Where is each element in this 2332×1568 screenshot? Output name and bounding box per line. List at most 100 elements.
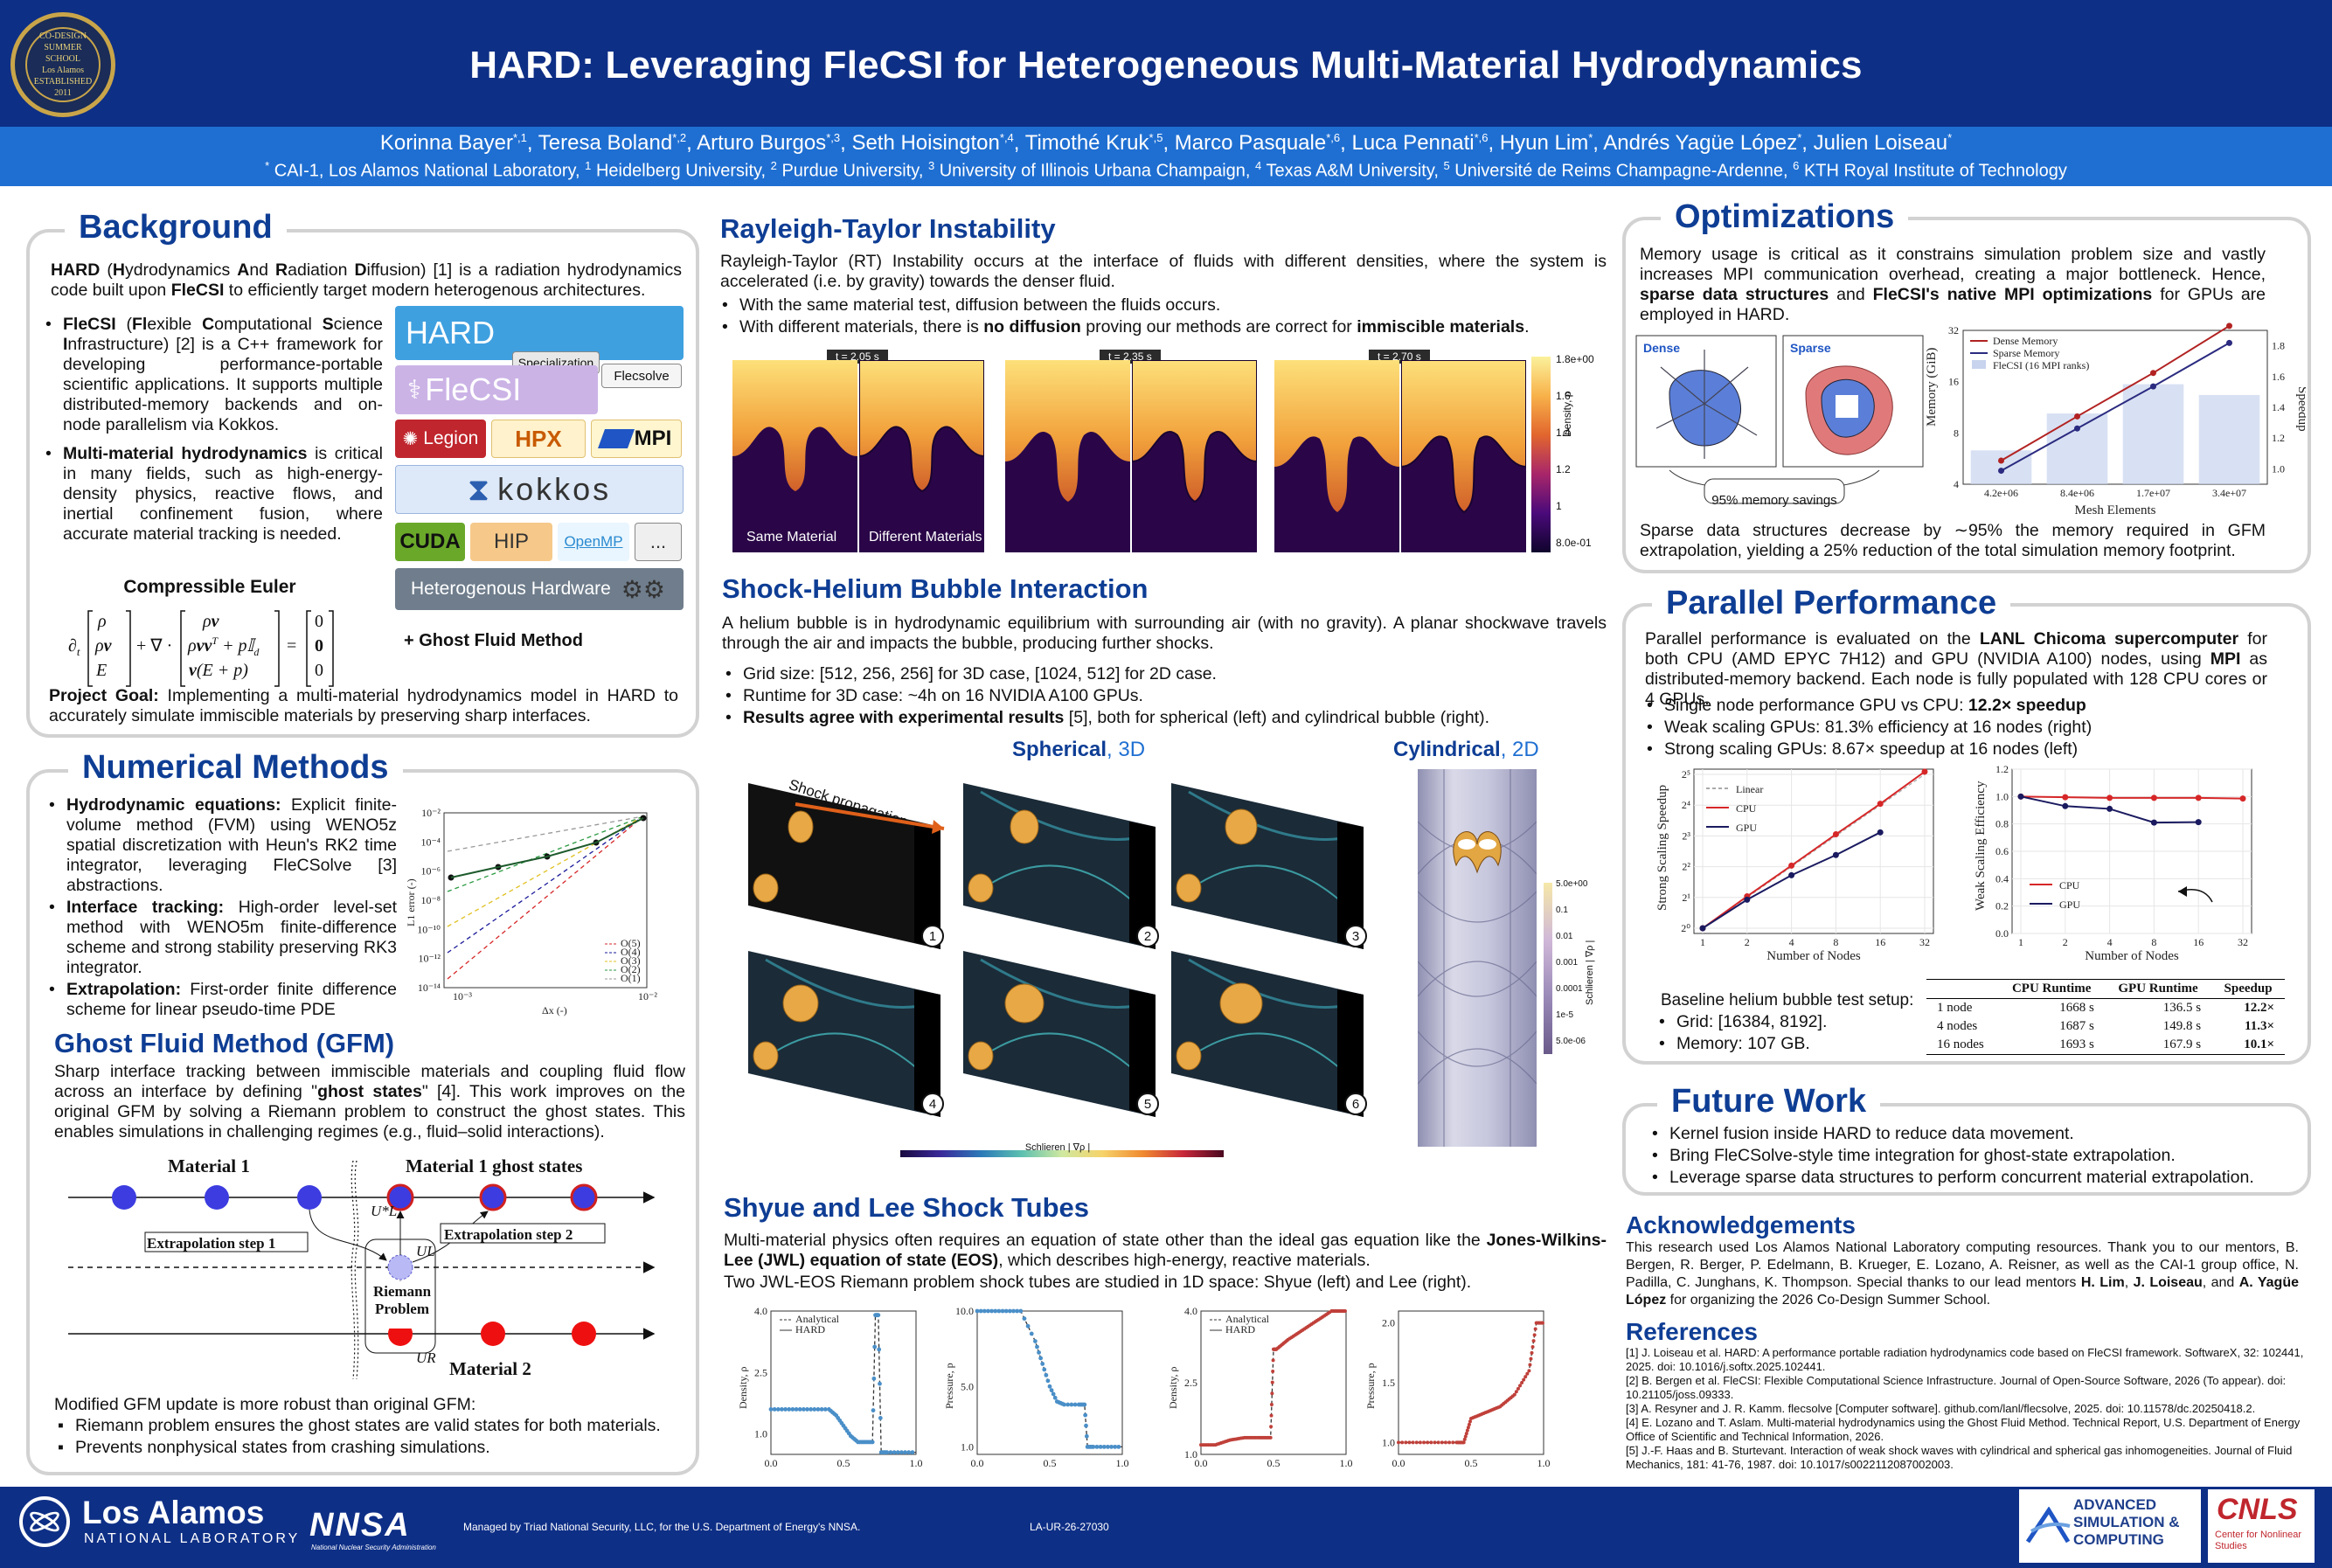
schlieren-tick: 5.0e-06 (1556, 1037, 1586, 1046)
tube-hard-point (1018, 1308, 1024, 1314)
author: Teresa Boland*,2 (538, 131, 687, 155)
table-row: 4 nodes 1687 s 149.8 s 11.3× (1926, 1017, 2285, 1036)
tube-hard-point (775, 1407, 781, 1412)
sparse-label: Sparse (1790, 341, 1831, 355)
tube-hard-point (885, 1450, 890, 1455)
tube-hard-point (1269, 1402, 1274, 1406)
tube-hard-point (878, 1416, 883, 1420)
shock-propagation-arrow (795, 802, 945, 834)
tube-hard-point (1116, 1444, 1121, 1449)
shock-panel (739, 942, 949, 1117)
shock-panel (1163, 942, 1372, 1117)
seal-line: Los Alamos (41, 66, 85, 75)
cylindrical-label: Cylindrical, 2D (1393, 738, 1539, 762)
shock-bullets: Grid size: [512, 256, 256] for 3D case, … (724, 664, 1607, 730)
tube-hard-point (1083, 1412, 1088, 1418)
tube-hard-point (993, 1308, 998, 1314)
future-bullets: Kernel fusion inside HARD to reduce data… (1650, 1124, 2297, 1190)
strong-legend-label: CPU (1736, 802, 1757, 815)
affiliation: Purdue University (781, 161, 919, 181)
tube-hard-point (1011, 1308, 1016, 1314)
tube-xtick: 0.5 (1465, 1457, 1478, 1469)
stack-hard-label: HARD (406, 315, 496, 350)
tube-hard-point (1411, 1440, 1415, 1445)
mem-xtick: 3.4e+07 (2212, 487, 2246, 499)
author: Hyun Lim* (1499, 131, 1593, 155)
tube-hard-point (1447, 1440, 1452, 1445)
affil-sup: 5 (1443, 159, 1450, 172)
conv-xlabel: Δx (-) (542, 1004, 567, 1016)
gfm-ul-star: U*L (371, 1203, 398, 1219)
tube-frame (1398, 1310, 1544, 1455)
tube-hard-point (1003, 1308, 1009, 1314)
schlieren-tick: 0.0001 (1556, 984, 1583, 994)
strong-xtick: 32 (1919, 936, 1930, 948)
conv-ytick: 10⁻⁶ (420, 865, 441, 878)
table-cell: 1687 s (2059, 1019, 2094, 1033)
rt-image-different (1401, 360, 1526, 552)
table-cell: 1668 s (2059, 1001, 2094, 1015)
tube-hard-point (790, 1407, 795, 1412)
cylindrical-word: Cylindrical (1393, 738, 1501, 761)
tube-hard-point (1045, 1378, 1051, 1384)
mem-ytick: 8 (1954, 427, 1959, 439)
affil-sup: * (265, 159, 270, 172)
conv-ytick: 10⁻⁴ (420, 836, 441, 848)
tube-hard-point (1516, 1386, 1520, 1391)
tube-hard-point (1463, 1434, 1468, 1439)
spherical-word: Spherical (1012, 738, 1107, 761)
tube-hard-point (1069, 1402, 1074, 1407)
conv-ytick: 10⁻¹⁰ (417, 923, 441, 935)
tube-hard-point (1270, 1380, 1274, 1384)
tube-hard-point (876, 1313, 881, 1318)
tube-hard-point (787, 1407, 792, 1412)
tube-hard-point (1530, 1345, 1535, 1349)
tube-hard-point (1512, 1392, 1516, 1397)
optimizations-heading: Optimizations (1661, 198, 1909, 236)
conv-xtick: 10⁻² (638, 990, 657, 1003)
flecsi-logo-icon: ⚕ (407, 375, 422, 405)
tube-hard-point (1440, 1440, 1444, 1445)
affil-sup: 2 (770, 159, 777, 172)
rt-colorbar-tick: 1.6 (1556, 390, 1571, 402)
tube-ytick: 1.0 (754, 1428, 767, 1440)
tube-ytick: 1.0 (961, 1440, 974, 1453)
rt-colorbar-tick: 8.0e-01 (1556, 537, 1592, 549)
tube-hard-point (809, 1407, 814, 1412)
shock-panel-number: 1 (921, 925, 944, 947)
shock-tube-plot: 1.0 2.5 4.0 0.0 0.5 1.0 Density, ρ AnalyticalHA… (737, 1305, 923, 1469)
conv-xtick: 10⁻³ (453, 990, 472, 1003)
author: Luca Pennati*,6 (1351, 131, 1489, 155)
conv-legend-label: O(3) (621, 954, 641, 967)
parallel-bullet: Weak scaling GPUs: 81.3% efficiency at 1… (1645, 718, 2267, 738)
weak-ytick: 1.2 (1995, 763, 2009, 775)
baseline-bullet: Memory: 107 GB. (1657, 1034, 1919, 1054)
mem-ylabel: Memory (GiB) (1925, 348, 1939, 427)
mem-ytick: 4 (1954, 478, 1959, 490)
tube-ytick: 2.0 (1382, 1317, 1395, 1329)
rt-label-same: Same Material (746, 530, 837, 545)
svg-text:E: E (95, 661, 107, 680)
tube-hard-point (903, 1450, 907, 1455)
gfm-material2: Material 2 (449, 1358, 531, 1379)
schlieren-tick: 0.01 (1556, 932, 1573, 941)
tube-hard-point (872, 1344, 878, 1349)
table-cell: 136.5 s (2162, 1001, 2202, 1015)
tube-hard-point (780, 1407, 784, 1412)
weak-ytick: 0.8 (1995, 818, 2009, 830)
tube-hard-point (812, 1407, 817, 1412)
baseline-bullet: Grid: [16384, 8192]. (1657, 1012, 1919, 1032)
strong-xtick: 2 (1745, 936, 1750, 948)
tube-hard-point (816, 1407, 821, 1412)
optimizations-text: Memory usage is critical as it constrain… (1640, 245, 2266, 324)
strong-legend-label: GPU (1736, 822, 1757, 834)
mem-speedup-bar (2046, 413, 2108, 484)
stack-openmp: OpenMP (558, 523, 629, 561)
euler-heading: Compressible Euler (123, 577, 296, 597)
tube-hard-point (878, 1381, 882, 1386)
tube-legend-label: HARD (1225, 1323, 1255, 1336)
tube-hard-point (1523, 1375, 1528, 1379)
conv-ytick: 10⁻⁸ (420, 894, 441, 906)
conv-ytick: 10⁻² (421, 807, 441, 819)
